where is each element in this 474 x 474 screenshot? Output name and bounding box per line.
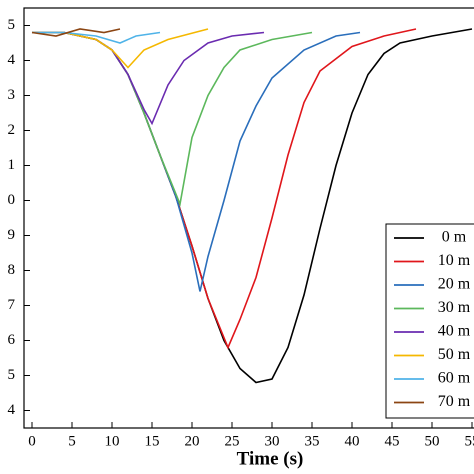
legend-box: [385, 223, 474, 419]
x-tick-label: 40: [345, 433, 360, 449]
y-tick-label: 5: [8, 367, 16, 383]
x-tick-label: 10: [105, 433, 120, 449]
legend-label: 60 m: [438, 370, 471, 387]
y-tick-label: 4: [8, 402, 16, 418]
x-tick-label: 35: [305, 433, 320, 449]
x-tick-label: 0: [28, 433, 36, 449]
legend-label: 40 m: [438, 323, 471, 340]
data-line: [32, 31, 361, 292]
legend-label: 50 m: [438, 346, 471, 363]
x-tick-label: 15: [145, 433, 160, 449]
y-tick-label: 9: [8, 227, 16, 243]
x-tick-label: 20: [185, 433, 200, 449]
legend-label: 20 m: [438, 276, 471, 293]
y-tick-label: 2: [8, 122, 16, 138]
y-tick-label: 8: [8, 262, 16, 278]
y-tick-label: 4: [8, 52, 16, 68]
x-tick-label: 50: [425, 433, 440, 449]
x-tick-label: 45: [385, 433, 400, 449]
legend-label: 30 m: [438, 299, 471, 316]
x-axis-label: Time (s): [237, 448, 304, 469]
y-tick-label: 5: [8, 17, 16, 33]
legend-label: 0 m: [442, 229, 467, 246]
y-tick-label: 1: [8, 157, 16, 173]
x-tick-label: 5: [68, 433, 76, 449]
plot-frame: [23, 7, 474, 429]
data-line: [32, 31, 265, 126]
legend-label: 10 m: [438, 252, 471, 269]
data-line: [32, 28, 417, 350]
legend-label: 70 m: [438, 393, 471, 410]
y-tick-label: 0: [8, 192, 16, 208]
x-tick-label: 25: [225, 433, 240, 449]
y-tick-label: 6: [8, 332, 16, 348]
y-tick-label: 7: [8, 297, 16, 313]
y-tick-label: 3: [8, 87, 16, 103]
x-tick-label: 55: [465, 433, 474, 449]
x-tick-label: 30: [265, 433, 280, 449]
data-line: [32, 31, 313, 207]
data-line: [31, 28, 121, 37]
data-line: [32, 31, 161, 44]
